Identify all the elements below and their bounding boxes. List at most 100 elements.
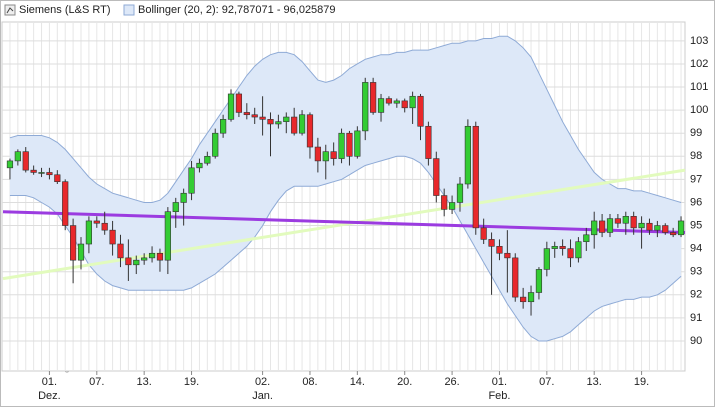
candle-body [472,125,479,229]
x-tick-label: 19. [634,376,649,388]
x-tick-label: 14. [350,376,365,388]
y-tick-label: 92 [690,289,702,301]
candle-body [638,222,645,229]
y-tick-label: 95 [690,219,702,231]
candle-body [164,211,171,261]
candle-body [30,169,37,173]
legend-icon [6,7,14,14]
candle-body [630,216,637,229]
candle-body [188,167,195,194]
candle-body [512,257,519,298]
candle-body [575,241,582,259]
candle-body [622,216,629,224]
candle-body [196,162,203,169]
candle-body [6,160,14,169]
candle-body [117,243,124,259]
trendline [2,210,686,234]
candle-body [456,183,464,203]
candle-body [133,259,140,266]
y-tick-label: 99 [690,127,702,139]
candle-body [614,218,621,224]
month-label: Jan. [252,390,273,402]
candle-body [417,95,424,127]
candle-body [291,116,298,134]
candle-body [559,246,566,249]
x-tick-label: 13. [587,376,602,388]
y-tick-label: 100 [690,104,708,116]
legend-label: Siemens (L&S RT) [19,4,111,16]
candle-body [172,202,179,212]
candle-body [662,225,669,233]
candle-body [393,100,400,104]
candle-body [62,181,69,226]
month-label: Dez. [38,390,61,402]
y-tick-label: 103 [690,35,708,47]
candle-body [227,93,235,120]
x-tick-label: 07. [539,376,554,388]
band-upper [9,35,682,203]
candle-body [125,257,132,266]
candle-body [306,114,314,148]
legend-swatch [123,4,135,16]
candle-body [480,227,487,240]
candle-body [425,125,432,159]
candle-body [180,192,187,203]
x-tick-label: 01. [42,376,57,388]
candle-body [535,269,543,293]
candle-body [85,220,93,245]
x-tick-label: 07. [89,376,104,388]
candle-body [259,116,266,120]
candle-body [385,98,393,104]
y-tick-label: 93 [690,266,702,278]
candle-body [362,82,369,132]
candle-body [677,220,685,236]
x-tick-label: 13. [137,376,152,388]
candle-body [591,220,598,236]
candle-body [543,248,550,270]
candle-body [401,100,408,109]
candle-body [251,114,258,118]
candle-body [267,119,274,125]
candle-body [409,95,416,109]
candle-body [38,172,45,174]
x-tick-label: 08. [302,376,317,388]
candle-body [77,243,85,261]
candle-body [275,121,282,125]
candle-body [583,234,590,243]
y-tick-label: 98 [690,150,702,162]
candle-body [330,151,337,159]
candle-body [338,132,345,159]
candle-body [354,130,361,157]
y-tick-label: 96 [690,196,702,208]
x-tick-label: 19. [184,376,199,388]
candle-body [54,174,61,182]
y-tick-label: 101 [690,81,708,93]
month-label: Feb. [488,390,510,402]
candle-body [377,98,385,113]
candle-body [101,222,108,231]
candle-body [464,125,471,185]
x-tick-label: 01. [492,376,507,388]
candle-body [148,252,156,259]
candle-body [441,195,448,210]
candle-body [14,151,21,162]
x-tick-label: 02. [255,376,270,388]
candle-body [109,229,116,245]
band-lower [9,155,682,342]
legend-label: Bollinger (20, 2): 92,787071 - 96,025879 [138,4,336,16]
candle-body [504,252,511,259]
candle-body [448,202,456,210]
y-tick-label: 97 [690,173,702,185]
candle-body [520,296,527,303]
candle-body [567,248,574,259]
candle-body [433,158,440,196]
candle-body [46,172,53,176]
x-tick-label: 26. [444,376,459,388]
y-tick-label: 102 [690,58,708,70]
candle-body [298,114,306,134]
candle-body [314,146,321,162]
candle-body [654,225,661,231]
candle-body [322,151,329,162]
